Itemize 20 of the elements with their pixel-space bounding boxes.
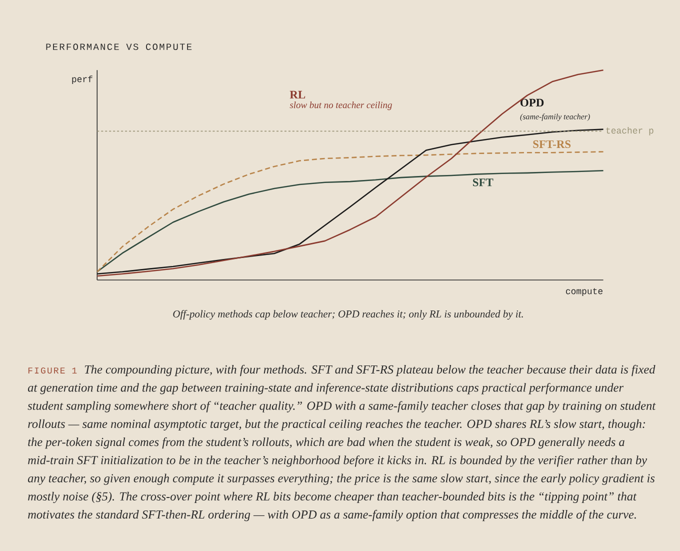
series-label: SFT-RS (533, 140, 571, 148)
x-axis-title: compute (566, 288, 602, 296)
y-axis-title: perf (72, 76, 92, 84)
text: mid-train SFT initialization to be in the teacher’s neighborhood before it kicks in. RL is bounded by the verifier rather than by (28, 456, 648, 467)
text: mostly noise (§5). The cross-over point where RL bits become cheaper than teacher-bounded bits is the “tipping point” that (28, 492, 637, 504)
text: student sampling somewhere short of “teacher quality.” OPD with a same-family teacher closes that gap by training on student (28, 401, 656, 412)
text: any teacher, so given enough compute it surpasses everything; the price is the same slow start, since the early policy gradient is (28, 474, 655, 485)
text: RL (290, 90, 306, 98)
text: rollouts — same nominal asymptotic target, but the practical ceiling reaches the teacher. OPD shares RL’s slow start, though: (28, 419, 646, 431)
caption: FIGURE 1 (28, 367, 77, 374)
text: motivates the standard SFT-then-RL ordering — with OPD as a same-family option that compresses the middle of the curve. (28, 510, 636, 522)
series-label: SFT (473, 178, 494, 186)
ref-line-label: teacher p (606, 127, 654, 136)
text: OPD (520, 98, 544, 107)
text: the per-token signal comes from the student’s rollouts, which are bad when the student is weak, so OPD generally needs a (28, 437, 624, 449)
chart-title: PERFORMANCE VS COMPUTE (46, 44, 192, 50)
text: The compounding picture, with four methods. SFT and SFT-RS plateau below the teacher because their data is fixed (84, 364, 656, 376)
text: at generation time and the gap between training-state and inference-state distributions caps practical performance under (28, 383, 624, 394)
text: Off-policy methods cap below teacher; OPD reaches it; only RL is unbounded by it. (173, 310, 523, 320)
annotation: slow but no teacher ceiling (290, 102, 392, 110)
